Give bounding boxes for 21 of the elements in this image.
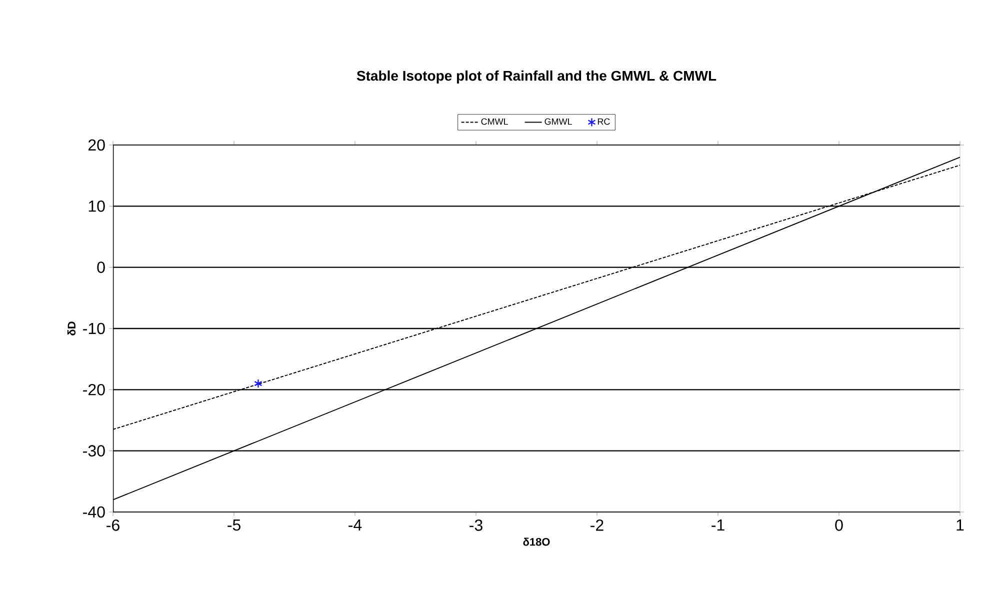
x-tick-label: 1 <box>956 520 964 531</box>
x-tick-label: -1 <box>712 520 724 531</box>
legend-label: GMWL <box>544 118 572 125</box>
x-tick-label: -6 <box>106 520 120 531</box>
y-tick-label: -30 <box>83 445 105 456</box>
x-tick-label: -4 <box>348 520 362 531</box>
y-tick-label: -10 <box>83 322 105 334</box>
y-tick-label: -40 <box>83 506 105 518</box>
x-tick-label: -2 <box>590 520 604 531</box>
y-tick-label: -20 <box>83 384 105 396</box>
x-tick-label: -5 <box>228 520 240 531</box>
x-tick-label: -3 <box>470 520 482 531</box>
x-tick-label: 0 <box>835 520 843 531</box>
y-axis-title: δD <box>67 322 76 336</box>
legend-label: RC <box>598 118 610 125</box>
y-tick-label: 0 <box>97 262 105 273</box>
y-tick-label: 20 <box>88 139 105 151</box>
chart-title: Stable Isotope plot of Rainfall and the GMWL & CMWL <box>356 70 716 84</box>
x-axis-title: δ18O <box>523 538 550 546</box>
legend-label: CMWL <box>481 118 508 125</box>
y-tick-label: 10 <box>88 200 105 212</box>
